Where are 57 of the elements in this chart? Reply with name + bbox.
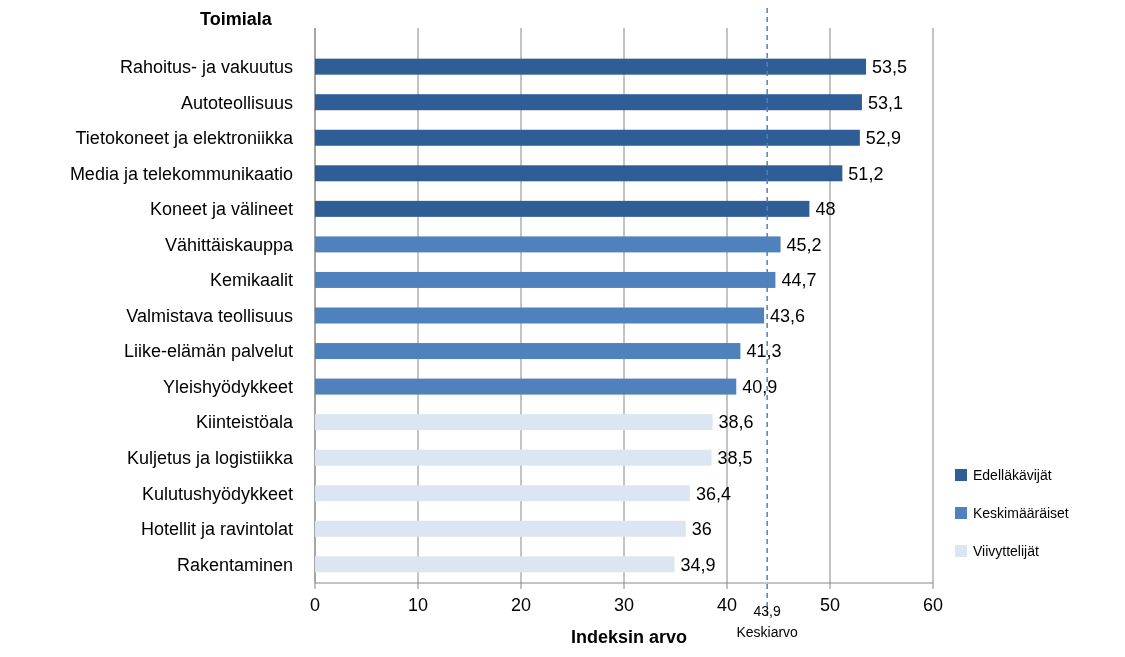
- y-tick-label: Valmistava teollisuus: [126, 305, 293, 326]
- legend-label: Keskimääräiset: [973, 504, 1069, 521]
- y-tick-label: Autoteollisuus: [180, 92, 293, 113]
- legend-label: Edelläkävijät: [973, 466, 1052, 483]
- data-label: 53,5: [872, 56, 908, 77]
- y-tick-label: Tietokoneet ja elektroniikka: [75, 128, 294, 149]
- bar: [315, 58, 867, 75]
- data-label: 48: [815, 199, 836, 220]
- ref-line-label: Keskiarvo: [736, 624, 799, 640]
- bar: [315, 200, 810, 217]
- data-label: 53,1: [867, 92, 903, 113]
- x-tick-label: 20: [510, 595, 532, 615]
- data-label: 41,3: [746, 341, 782, 362]
- bar: [315, 307, 765, 324]
- data-label: 52,9: [865, 128, 901, 149]
- y-tick-label: Kulutushyödykkeet: [141, 483, 293, 504]
- data-label: 38,6: [718, 412, 754, 433]
- data-label: 36: [691, 519, 712, 540]
- y-tick-label: Rahoitus- ja vakuutus: [119, 56, 293, 77]
- data-label: 34,9: [680, 554, 716, 575]
- y-axis-title: Toimiala: [200, 9, 273, 29]
- x-tick-label: 0: [309, 595, 321, 615]
- x-tick-label: 60: [922, 595, 944, 615]
- bar: [315, 520, 686, 537]
- bar: [315, 129, 860, 146]
- y-tick-label: Liike-elämän palvelut: [123, 341, 293, 362]
- y-tick-label: Koneet ja välineet: [149, 199, 293, 220]
- y-tick-label: Kiinteistöala: [195, 412, 294, 433]
- x-axis-title: Indeksin arvo: [570, 627, 688, 647]
- data-label: 36,4: [695, 483, 731, 504]
- data-label: 45,2: [786, 234, 822, 255]
- data-label: 38,5: [717, 447, 753, 468]
- bar: [315, 414, 713, 431]
- y-tick-label: Kuljetus ja logistiikka: [126, 447, 294, 468]
- y-tick-label: Rakentaminen: [176, 554, 293, 575]
- y-tick-label: Vähittäiskauppa: [164, 234, 294, 255]
- data-label: 40,9: [742, 376, 778, 397]
- bar: [315, 343, 741, 360]
- data-label: 44,7: [781, 270, 817, 291]
- data-label: 51,2: [848, 163, 884, 184]
- legend-label: Viivyttelijät: [973, 542, 1039, 559]
- x-tick-label: 30: [613, 595, 635, 615]
- annotation: 43,9: [753, 603, 782, 619]
- bar: [315, 449, 712, 466]
- bar: [315, 165, 843, 182]
- x-tick-label: 50: [819, 595, 841, 615]
- x-tick-label: 40: [716, 595, 738, 615]
- bar: [315, 94, 862, 111]
- bar: [315, 378, 737, 395]
- x-tick-label: 10: [407, 595, 429, 615]
- bar: [315, 485, 690, 502]
- y-tick-label: Hotellit ja ravintolat: [140, 519, 293, 540]
- data-label: 43,6: [770, 305, 806, 326]
- y-tick-label: Media ja telekommunikaatio: [69, 163, 293, 184]
- y-tick-label: Kemikaalit: [209, 270, 293, 291]
- bar: [315, 556, 675, 573]
- y-tick-label: Yleishyödykkeet: [162, 376, 293, 397]
